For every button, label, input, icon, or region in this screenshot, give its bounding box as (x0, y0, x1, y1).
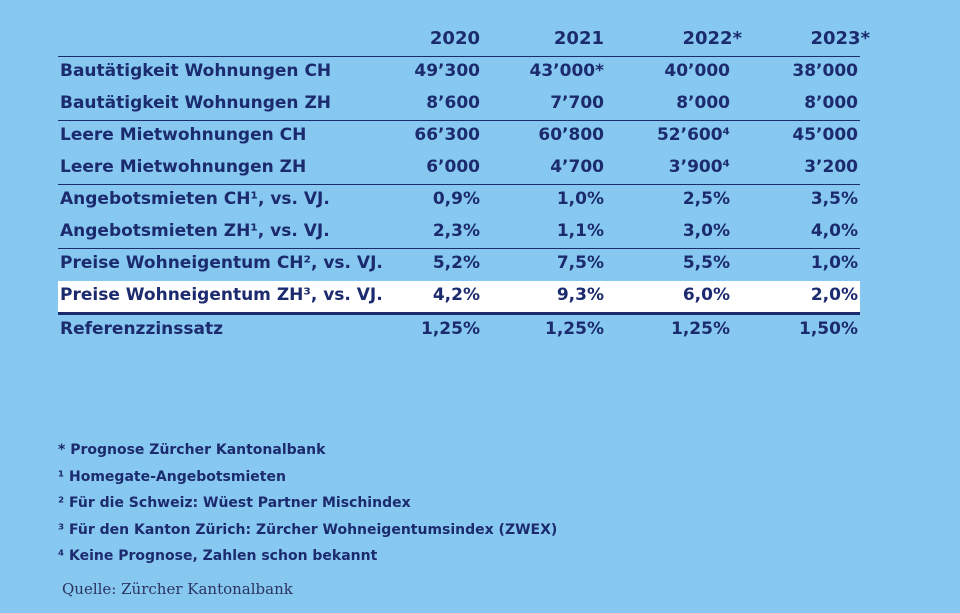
col-header-2022: 2022* (682, 28, 742, 49)
row-label: Referenzzinssatz (60, 319, 224, 339)
cell-value: 4,0% (810, 220, 858, 241)
cell-value: 5,2% (432, 253, 480, 273)
row-label: Leere Mietwohnungen CH (60, 125, 307, 145)
table-row: Bautätigkeit Wohnungen ZH 8’600 7’700 8’… (58, 89, 860, 121)
col-header-2023: 2023* (810, 28, 870, 49)
cell-value: 3,0% (682, 220, 730, 241)
footnotes: * Prognose Zürcher Kantonalbank ¹ Homega… (58, 437, 557, 570)
cell-value: 52’600⁴ (656, 125, 730, 145)
cell-value: 8’600 (426, 92, 480, 113)
cell-value: 9,3% (556, 284, 604, 305)
cell-value: 4’700 (550, 156, 604, 177)
table-row: Preise Wohneigentum CH², vs. VJ. 5,2% 7,… (58, 248, 860, 281)
table-row: Leere Mietwohnungen ZH 6’000 4’700 3’900… (58, 153, 860, 185)
cell-value: 45’000 (792, 125, 858, 145)
table-row: Angebotsmieten ZH¹, vs. VJ. 2,3% 1,1% 3,… (58, 217, 860, 249)
footnote: ¹ Homegate-Angebotsmieten (58, 468, 286, 485)
cell-value: 43’000* (529, 61, 605, 81)
footnote: ³ Für den Kanton Zürich: Zürcher Wohneig… (58, 521, 558, 538)
cell-value: 7,5% (556, 253, 604, 273)
cell-value: 4,2% (432, 284, 480, 305)
cell-value: 6,0% (682, 284, 730, 305)
row-label: Preise Wohneigentum CH², vs. VJ. (60, 253, 383, 273)
col-header-2021: 2021 (553, 28, 604, 49)
cell-value: 8’000 (676, 92, 730, 113)
cell-value: 66’300 (414, 125, 480, 145)
cell-value: 2,3% (432, 220, 480, 241)
col-header-2020: 2020 (429, 28, 480, 49)
cell-value: 7’700 (550, 92, 604, 113)
cell-value: 6’000 (426, 156, 480, 177)
footnote: ⁴ Keine Prognose, Zahlen schon bekannt (58, 548, 378, 564)
housing-data-table: 2020 2021 2022* 2023* Bautätigkeit Wohnu… (58, 24, 870, 347)
cell-value: 5,5% (682, 253, 730, 273)
cell-value: 49’300 (414, 61, 480, 81)
footnote: ² Für die Schweiz: Wüest Partner Mischin… (58, 495, 411, 511)
row-label: Angebotsmieten CH¹, vs. VJ. (60, 189, 330, 209)
cell-value: 2,5% (682, 189, 730, 209)
table-row: Angebotsmieten CH¹, vs. VJ. 0,9% 1,0% 2,… (58, 184, 860, 217)
cell-value: 40’000 (664, 61, 730, 81)
cell-value: 3,5% (810, 189, 858, 209)
cell-value: 1,0% (556, 189, 604, 209)
footnote: * Prognose Zürcher Kantonalbank (58, 442, 326, 458)
cell-value: 3’200 (804, 156, 858, 177)
table-row-highlighted: Preise Wohneigentum ZH³, vs. VJ. 4,2% 9,… (58, 280, 860, 312)
cell-value: 3’900⁴ (668, 156, 730, 177)
row-label: Leere Mietwohnungen ZH (60, 156, 307, 177)
table-header: 2020 2021 2022* 2023* (58, 24, 870, 56)
row-label: Bautätigkeit Wohnungen CH (60, 61, 332, 81)
cell-value: 1,0% (810, 253, 858, 273)
cell-value: 1,1% (556, 220, 604, 241)
cell-value: 1,50% (799, 319, 858, 339)
cell-value: 1,25% (671, 319, 730, 339)
cell-value: 38’000 (792, 61, 858, 81)
cell-value: 1,25% (545, 319, 604, 339)
table-row: Leere Mietwohnungen CH 66’300 60’800 52’… (58, 120, 860, 153)
row-label: Bautätigkeit Wohnungen ZH (60, 92, 332, 113)
table-row: Bautätigkeit Wohnungen CH 49’300 43’000*… (58, 56, 860, 89)
cell-value: 60’800 (538, 125, 604, 145)
row-label: Preise Wohneigentum ZH³, vs. VJ. (60, 284, 383, 305)
cell-value: 0,9% (432, 189, 480, 209)
cell-value: 2,0% (810, 284, 858, 305)
source-note: Quelle: Zürcher Kantonalbank (62, 580, 293, 598)
row-label: Angebotsmieten ZH¹, vs. VJ. (60, 220, 330, 241)
cell-value: 1,25% (421, 319, 480, 339)
cell-value: 8’000 (804, 92, 858, 113)
table-row: Referenzzinssatz 1,25% 1,25% 1,25% 1,50% (58, 312, 860, 347)
